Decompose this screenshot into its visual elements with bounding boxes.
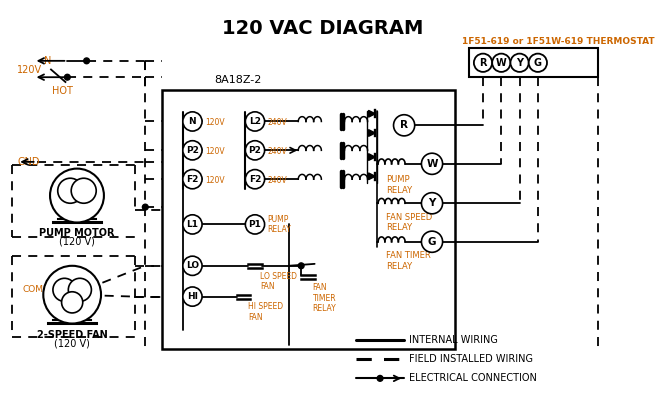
Circle shape — [64, 74, 70, 80]
Text: 120 VAC DIAGRAM: 120 VAC DIAGRAM — [222, 19, 423, 39]
Circle shape — [44, 266, 101, 323]
Text: P2: P2 — [186, 146, 199, 155]
Text: FAN TIMER
RELAY: FAN TIMER RELAY — [386, 251, 431, 271]
Circle shape — [183, 141, 202, 160]
Text: HI SPEED
FAN: HI SPEED FAN — [249, 303, 283, 322]
Text: N: N — [189, 117, 196, 126]
Text: HI: HI — [187, 292, 198, 301]
Circle shape — [53, 278, 76, 301]
Circle shape — [183, 215, 202, 234]
Text: L2: L2 — [249, 117, 261, 126]
Bar — [161, 90, 455, 349]
Circle shape — [183, 112, 202, 131]
Circle shape — [71, 178, 96, 203]
Circle shape — [183, 256, 202, 275]
Text: LO: LO — [186, 261, 199, 270]
Text: P1: P1 — [249, 220, 261, 229]
Polygon shape — [369, 129, 375, 136]
Circle shape — [393, 115, 415, 136]
Text: HI: HI — [75, 285, 84, 294]
Circle shape — [50, 168, 104, 222]
Text: Y: Y — [428, 198, 436, 208]
Circle shape — [377, 375, 383, 381]
Text: FAN
TIMER
RELAY: FAN TIMER RELAY — [313, 283, 336, 313]
Text: COM: COM — [22, 285, 44, 294]
Circle shape — [143, 204, 148, 210]
Text: PUMP
RELAY: PUMP RELAY — [386, 175, 412, 195]
Text: 120V: 120V — [205, 118, 224, 127]
Text: 120V: 120V — [205, 147, 224, 156]
Circle shape — [245, 112, 265, 131]
Text: W: W — [426, 159, 438, 169]
Text: INTERNAL WIRING: INTERNAL WIRING — [409, 335, 498, 345]
Text: 120V: 120V — [205, 176, 224, 185]
Text: LO SPEED
FAN: LO SPEED FAN — [260, 272, 297, 291]
Text: Y: Y — [516, 58, 523, 68]
Text: R: R — [400, 120, 408, 130]
Text: 2-SPEED FAN: 2-SPEED FAN — [37, 330, 108, 340]
Text: 8A18Z-2: 8A18Z-2 — [214, 75, 262, 85]
Circle shape — [421, 153, 443, 174]
Text: W: W — [496, 58, 507, 68]
Circle shape — [58, 178, 83, 203]
Text: 240V: 240V — [267, 147, 287, 156]
Text: R: R — [479, 58, 487, 68]
Text: L1: L1 — [186, 220, 198, 229]
Text: GND: GND — [17, 157, 40, 167]
Text: (120 V): (120 V) — [59, 237, 95, 247]
Circle shape — [84, 58, 90, 64]
Text: F2: F2 — [249, 175, 261, 184]
Text: LO: LO — [59, 285, 70, 294]
Circle shape — [421, 231, 443, 252]
Circle shape — [183, 170, 202, 189]
Text: 120V: 120V — [17, 65, 42, 75]
Text: HOT: HOT — [52, 86, 73, 96]
Text: FAN SPEED
RELAY: FAN SPEED RELAY — [386, 213, 432, 232]
Circle shape — [68, 278, 91, 301]
Polygon shape — [369, 110, 375, 117]
Text: PUMP
RELAY: PUMP RELAY — [267, 215, 291, 234]
Circle shape — [183, 287, 202, 306]
Text: 240V: 240V — [267, 118, 287, 127]
Text: F2: F2 — [186, 175, 198, 184]
Circle shape — [245, 141, 265, 160]
Text: FIELD INSTALLED WIRING: FIELD INSTALLED WIRING — [409, 354, 533, 364]
Circle shape — [492, 54, 511, 72]
Circle shape — [511, 54, 529, 72]
Text: N: N — [44, 56, 52, 66]
Text: 240V: 240V — [267, 176, 287, 185]
Circle shape — [474, 54, 492, 72]
Text: (120 V): (120 V) — [54, 339, 90, 349]
Circle shape — [62, 292, 83, 313]
Circle shape — [421, 193, 443, 214]
Text: PUMP MOTOR: PUMP MOTOR — [40, 228, 115, 238]
Text: G: G — [427, 237, 436, 247]
Polygon shape — [369, 173, 375, 180]
Bar — [468, 48, 598, 77]
Text: 1F51-619 or 1F51W-619 THERMOSTAT: 1F51-619 or 1F51W-619 THERMOSTAT — [462, 37, 655, 46]
Circle shape — [245, 170, 265, 189]
Circle shape — [298, 263, 304, 269]
Text: P2: P2 — [249, 146, 261, 155]
Text: ELECTRICAL CONNECTION: ELECTRICAL CONNECTION — [409, 373, 537, 383]
Circle shape — [245, 215, 265, 234]
Circle shape — [529, 54, 547, 72]
Polygon shape — [369, 154, 375, 160]
Text: G: G — [534, 58, 542, 68]
